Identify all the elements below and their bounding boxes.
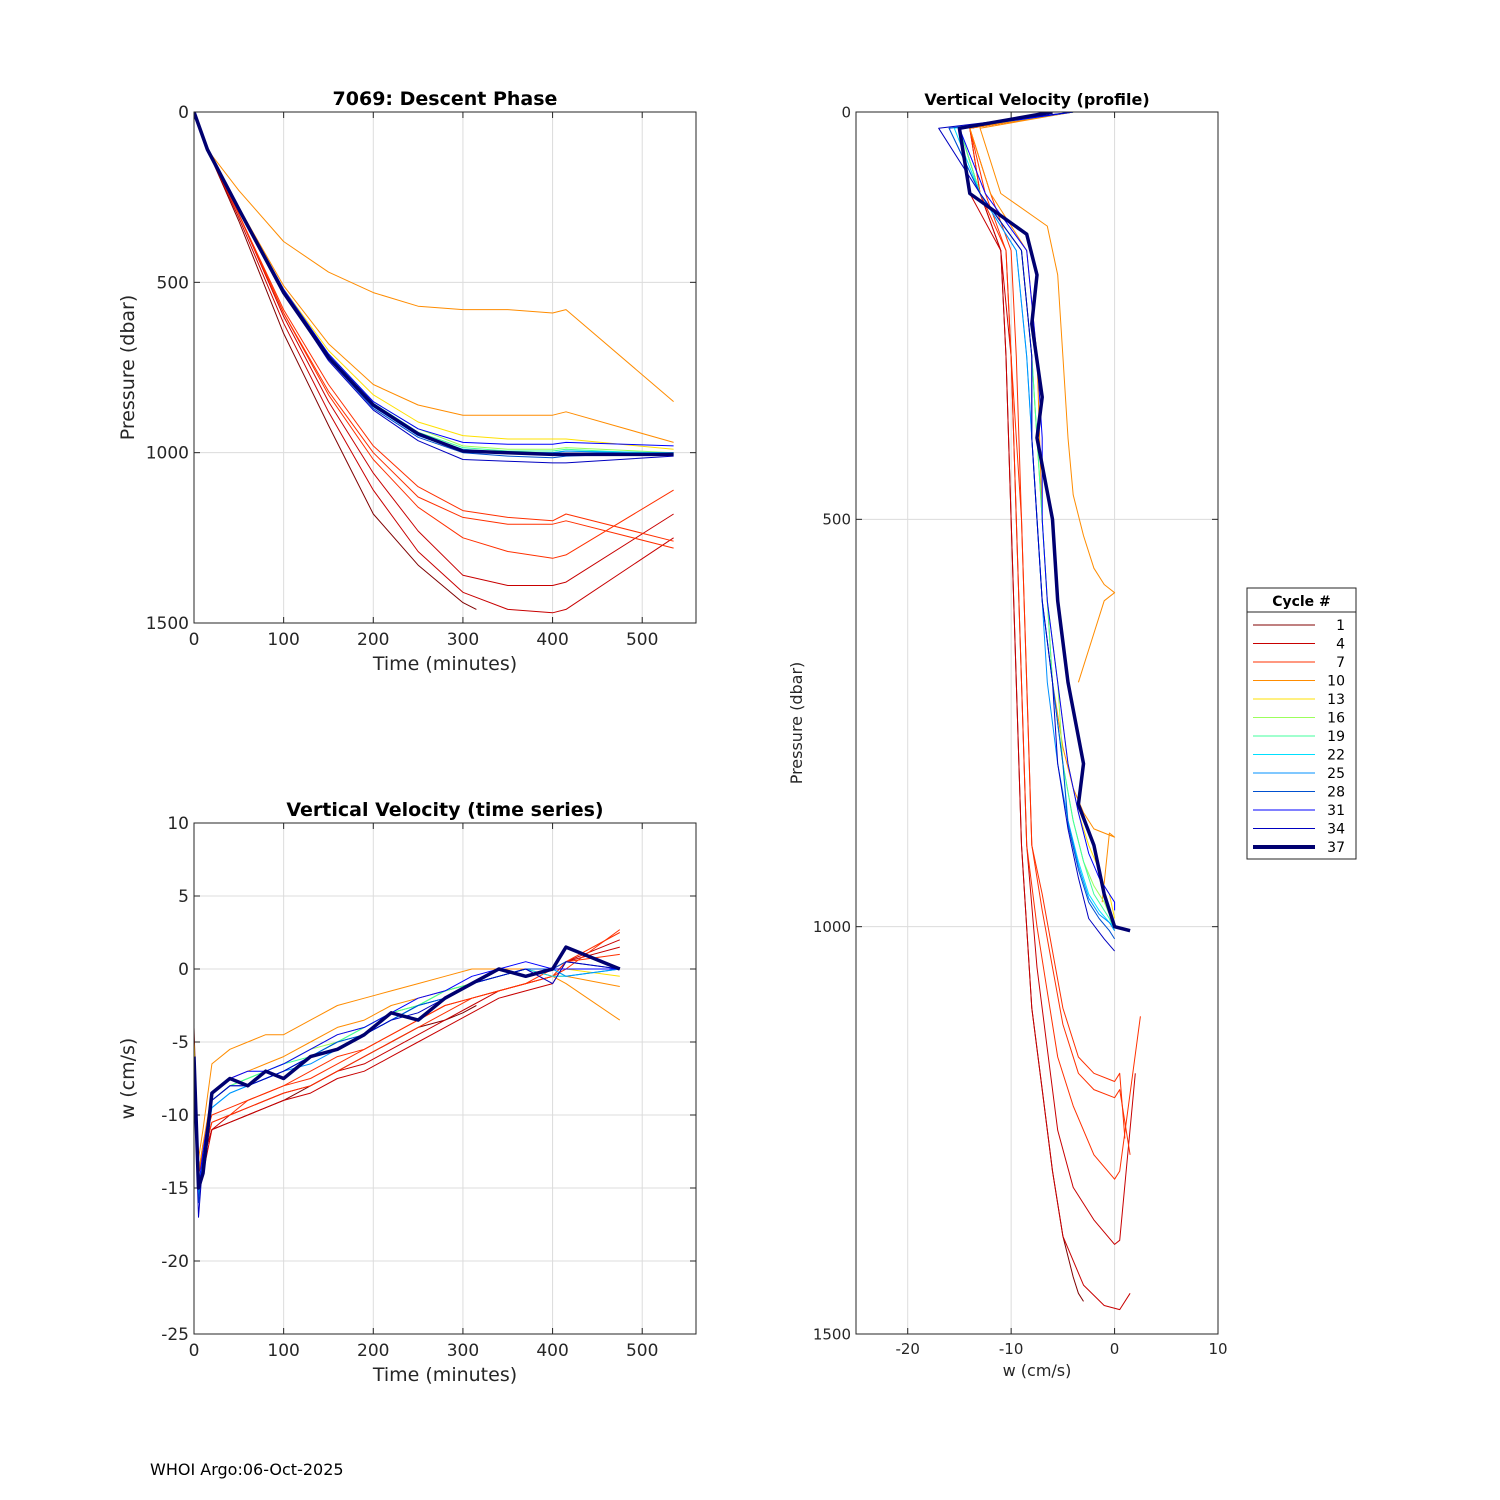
chart-3: -20 -10 0 10 0 500 1000 1500 Vertical Velocity (… bbox=[787, 90, 1228, 1380]
legend-entry-13: 13 bbox=[1327, 692, 1345, 708]
chart-title: 7069: Descent Phase bbox=[333, 88, 558, 110]
x-tick-label: 0 bbox=[189, 630, 200, 650]
x-tick-label: 400 bbox=[536, 1341, 568, 1361]
x-tick-label: -20 bbox=[895, 1340, 920, 1358]
legend-entry-34: 34 bbox=[1327, 822, 1345, 838]
plot-frame bbox=[193, 822, 697, 1335]
series-line-cycle-10 bbox=[194, 968, 621, 1160]
y-tick-label: 10 bbox=[167, 814, 189, 834]
legend-title: Cycle # bbox=[1272, 594, 1331, 610]
legend-entry-19: 19 bbox=[1327, 729, 1345, 745]
x-tick-label: 400 bbox=[536, 630, 568, 650]
legend-entry-31: 31 bbox=[1327, 803, 1345, 819]
y-axis-label: w (cm/s) bbox=[117, 1038, 139, 1120]
y-tick-label: -15 bbox=[161, 1179, 189, 1199]
chart-title: Vertical Velocity (time series) bbox=[286, 799, 603, 821]
y-tick-label: 500 bbox=[157, 273, 189, 293]
x-tick-label: 100 bbox=[267, 630, 299, 650]
x-tick-label: 0 bbox=[189, 1341, 200, 1361]
x-tick-label: 10 bbox=[1208, 1340, 1227, 1358]
x-tick-label: -10 bbox=[999, 1340, 1024, 1358]
plot-area bbox=[856, 112, 1218, 1334]
chart-title: Vertical Velocity (profile) bbox=[924, 90, 1149, 109]
x-tick-label: 200 bbox=[357, 630, 389, 650]
y-tick-label: 1000 bbox=[813, 918, 851, 936]
plot-frame bbox=[193, 111, 697, 624]
x-tick-label: 300 bbox=[447, 1341, 479, 1361]
legend-box bbox=[1246, 587, 1357, 860]
series-line-cycle-37 bbox=[957, 112, 1131, 933]
x-tick-label: 300 bbox=[447, 630, 479, 650]
series-line-cycle-4 bbox=[194, 112, 674, 614]
legend-entry-1: 1 bbox=[1336, 618, 1345, 634]
y-tick-label: 500 bbox=[822, 511, 851, 529]
y-tick-label: 1000 bbox=[146, 444, 189, 464]
series-line-cycle-10 bbox=[194, 112, 674, 402]
plot-frame bbox=[855, 111, 1219, 1335]
series-line-cycle-8 bbox=[194, 953, 620, 1174]
series-line-cycle-4 bbox=[958, 112, 1131, 1311]
plot-area bbox=[194, 823, 696, 1334]
y-tick-label: 1500 bbox=[813, 1325, 851, 1343]
legend: Cycle # 1 4 7 10 13 16 19 22 25 28 31 34 37 bbox=[1246, 587, 1357, 860]
x-tick-label: 100 bbox=[267, 1341, 299, 1361]
chart-1: 0 100 200 300 400 500 0 500 1000 1500 7069: Descen… bbox=[117, 88, 697, 675]
legend-entry-7: 7 bbox=[1336, 655, 1345, 671]
legend-entry-28: 28 bbox=[1327, 785, 1345, 801]
x-tick-label: 500 bbox=[626, 630, 658, 650]
series-line-cycle-5 bbox=[958, 112, 1136, 1245]
x-axis-label: Time (minutes) bbox=[372, 1364, 517, 1386]
y-tick-label: -10 bbox=[161, 1106, 189, 1126]
series-line-cycle-37 bbox=[194, 945, 621, 1190]
x-tick-label: 0 bbox=[1110, 1340, 1120, 1358]
y-tick-label: 1500 bbox=[146, 614, 189, 634]
series-line-cycle-37 bbox=[194, 112, 674, 457]
series-group bbox=[194, 112, 674, 614]
x-tick-label: 200 bbox=[357, 1341, 389, 1361]
series-line-cycle-7 bbox=[969, 112, 1131, 1155]
chart-2: 0 100 200 300 400 500 10 5 0 -5 -10 -15 -20 -25 Vertic… bbox=[117, 799, 697, 1386]
series-group bbox=[194, 929, 621, 1218]
x-tick-label: 500 bbox=[626, 1341, 658, 1361]
series-line-cycle-25 bbox=[948, 112, 1116, 931]
series-group bbox=[938, 112, 1141, 1311]
legend-entry-37: 37 bbox=[1327, 840, 1345, 856]
x-axis-label: Time (minutes) bbox=[372, 653, 517, 675]
legend-entry-22: 22 bbox=[1327, 748, 1345, 764]
series-line-cycle-6 bbox=[969, 112, 1141, 1180]
series-line-cycle-8 bbox=[194, 112, 674, 542]
legend-entry-25: 25 bbox=[1327, 766, 1345, 782]
y-tick-label: 0 bbox=[841, 103, 851, 121]
y-tick-label: 0 bbox=[178, 103, 189, 123]
y-tick-label: 0 bbox=[178, 960, 189, 980]
y-tick-label: -5 bbox=[172, 1033, 189, 1053]
y-tick-label: -25 bbox=[161, 1325, 189, 1345]
legend-entry-4: 4 bbox=[1336, 637, 1345, 653]
y-axis-label: Pressure (dbar) bbox=[117, 295, 139, 441]
y-axis-label: Pressure (dbar) bbox=[787, 662, 806, 785]
x-axis-label: w (cm/s) bbox=[1003, 1361, 1072, 1380]
plot-area bbox=[194, 112, 696, 623]
y-tick-label: -20 bbox=[161, 1252, 189, 1272]
footer-text: WHOI Argo:06-Oct-2025 bbox=[150, 1460, 344, 1479]
legend-entry-10: 10 bbox=[1327, 674, 1345, 690]
y-tick-label: 5 bbox=[178, 887, 189, 907]
series-line-cycle-4 bbox=[194, 946, 620, 1189]
series-line-cycle-10 bbox=[979, 112, 1116, 683]
legend-entry-16: 16 bbox=[1327, 711, 1345, 727]
